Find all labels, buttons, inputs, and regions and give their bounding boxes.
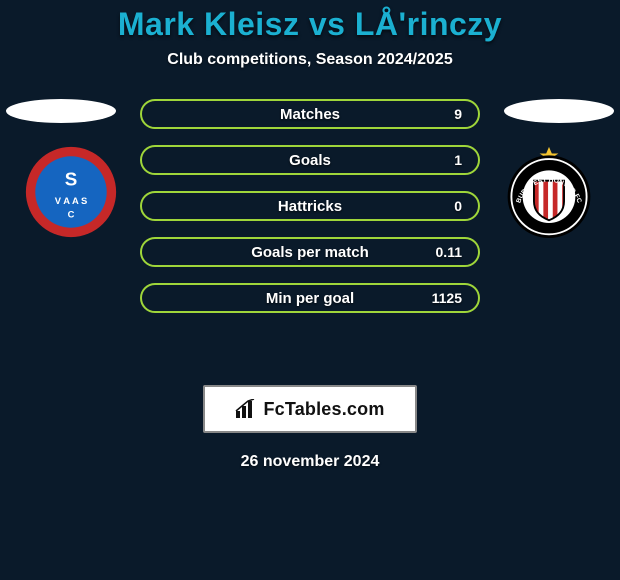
vasas-crest-icon: S V A A S C [24, 145, 118, 239]
club-crest-left: S V A A S C [24, 145, 118, 239]
stat-row-matches: Matches 9 [140, 99, 480, 129]
stat-label: Goals [142, 152, 478, 169]
stat-right-value: 0.11 [436, 244, 462, 260]
stats-column: Matches 9 Goals 1 Hattricks 0 Goals per … [140, 99, 480, 329]
stat-row-hattricks: Hattricks 0 [140, 191, 480, 221]
stat-label: Goals per match [142, 244, 478, 261]
halo-right [504, 99, 614, 123]
stat-row-goals-per-match: Goals per match 0.11 [140, 237, 480, 267]
stat-right-value: 1125 [432, 290, 462, 306]
halo-left [6, 99, 116, 123]
stat-right-value: 9 [454, 106, 462, 122]
stat-label: Min per goal [142, 290, 478, 307]
honved-crest-icon: BUDAPEST HONVED FC [502, 145, 596, 239]
svg-text:V A A S: V A A S [55, 195, 87, 206]
stat-label: Hattricks [142, 198, 478, 215]
attribution-box: FcTables.com [203, 385, 417, 433]
stat-right-value: 1 [454, 152, 462, 168]
bar-chart-icon [235, 399, 257, 419]
stat-right-value: 0 [454, 198, 462, 214]
stat-row-min-per-goal: Min per goal 1125 [140, 283, 480, 313]
page-title: Mark Kleisz vs LÅ'rinczy [0, 6, 620, 43]
svg-text:S: S [65, 168, 78, 189]
comparison-infographic: Mark Kleisz vs LÅ'rinczy Club competitio… [0, 6, 620, 580]
svg-text:C: C [68, 208, 75, 219]
attribution-text: FcTables.com [263, 399, 384, 420]
stat-row-goals: Goals 1 [140, 145, 480, 175]
club-crest-right: BUDAPEST HONVED FC [502, 145, 596, 239]
subtitle: Club competitions, Season 2024/2025 [0, 51, 620, 69]
body: S V A A S C BUD [0, 99, 620, 359]
stat-label: Matches [142, 106, 478, 123]
date-text: 26 november 2024 [0, 453, 620, 471]
